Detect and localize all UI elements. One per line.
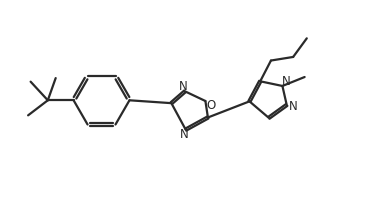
Text: N: N — [282, 75, 291, 88]
Text: O: O — [206, 99, 215, 112]
Text: N: N — [179, 80, 188, 93]
Text: N: N — [289, 100, 297, 113]
Text: N: N — [180, 128, 188, 141]
